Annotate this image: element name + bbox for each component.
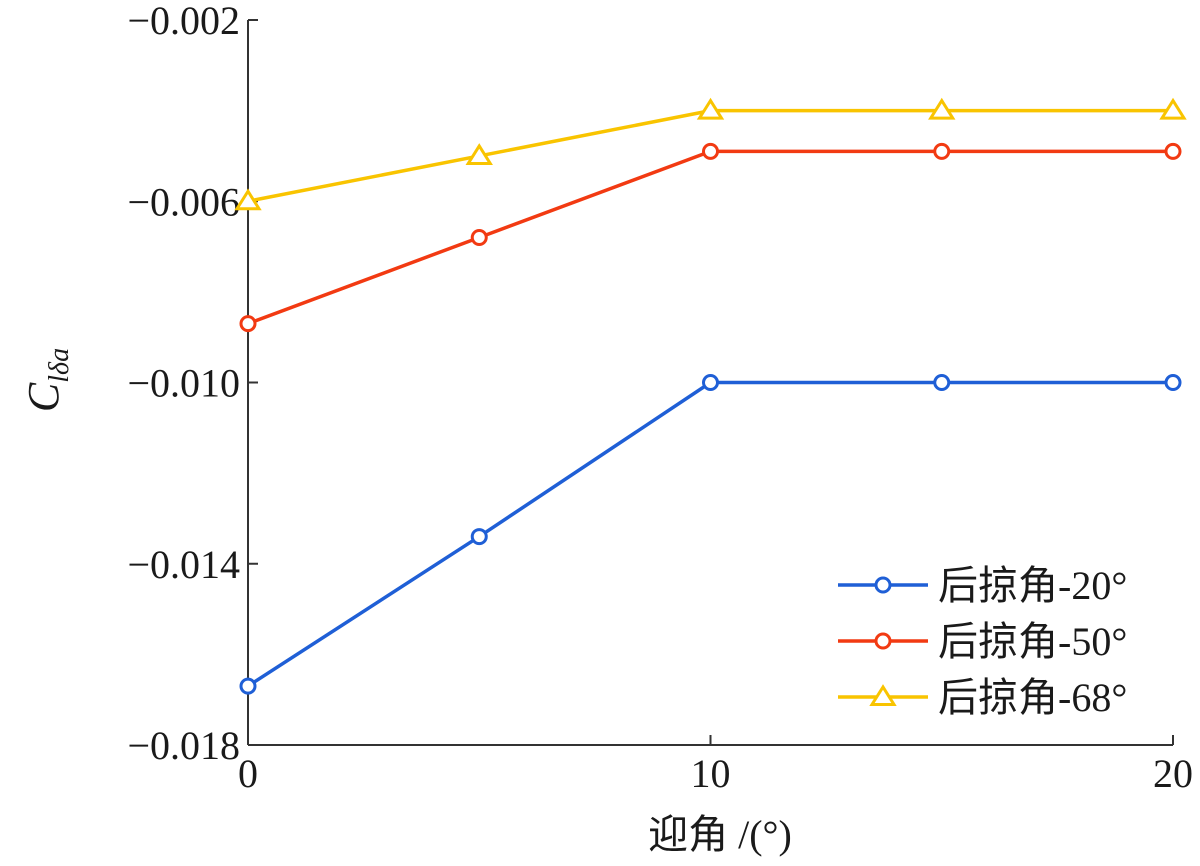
data-point [234,188,262,211]
y-tick-label: −0.010 [127,361,240,406]
x-tick-label: 10 [691,751,731,796]
legend-swatch-marker [869,684,897,706]
data-point [933,142,951,160]
y-axis-title: Clδa [19,348,75,412]
x-tick-label: 0 [238,751,258,796]
series-1 [239,374,1182,695]
data-point [702,374,719,391]
series-line [247,149,1173,326]
y-tick-label: −0.014 [127,542,240,587]
legend-swatch-marker [874,576,892,594]
legend-label: 后掠角-50° [938,619,1127,664]
x-axis-title: 迎角 /(°) [648,812,792,857]
data-point [470,528,488,546]
svg-text:Clδa: Clδa [19,348,75,412]
data-point [1159,97,1187,120]
legend: 后掠角-20° 后掠角-50° 后掠角-68° [838,563,1127,720]
series-3 [234,97,1187,211]
data-point [928,97,956,120]
y-axis-title-main: C [19,382,68,412]
data-point [1164,374,1182,391]
data-point [702,142,719,160]
legend-label: 后掠角-20° [938,563,1127,608]
data-point [465,143,493,165]
series-layer [234,97,1187,695]
legend-swatch-marker [874,632,892,650]
legend-item-3: 后掠角-68° [838,675,1127,720]
data-point [239,677,257,695]
legend-item-2: 后掠角-50° [838,619,1127,664]
y-tick-label: −0.002 [127,0,240,43]
data-point [239,315,257,333]
y-tick-label: −0.018 [127,723,240,768]
data-point [470,229,488,246]
legend-item-1: 后掠角-20° [838,563,1127,608]
series-2 [239,142,1182,333]
y-tick-label: −0.006 [127,179,240,224]
data-point [696,97,725,120]
data-point [933,374,951,391]
data-point [1164,142,1182,160]
x-tick-label: 20 [1153,751,1193,796]
legend-label: 后掠角-68° [938,675,1127,720]
y-axis-title-subscript: lδa [44,348,75,383]
